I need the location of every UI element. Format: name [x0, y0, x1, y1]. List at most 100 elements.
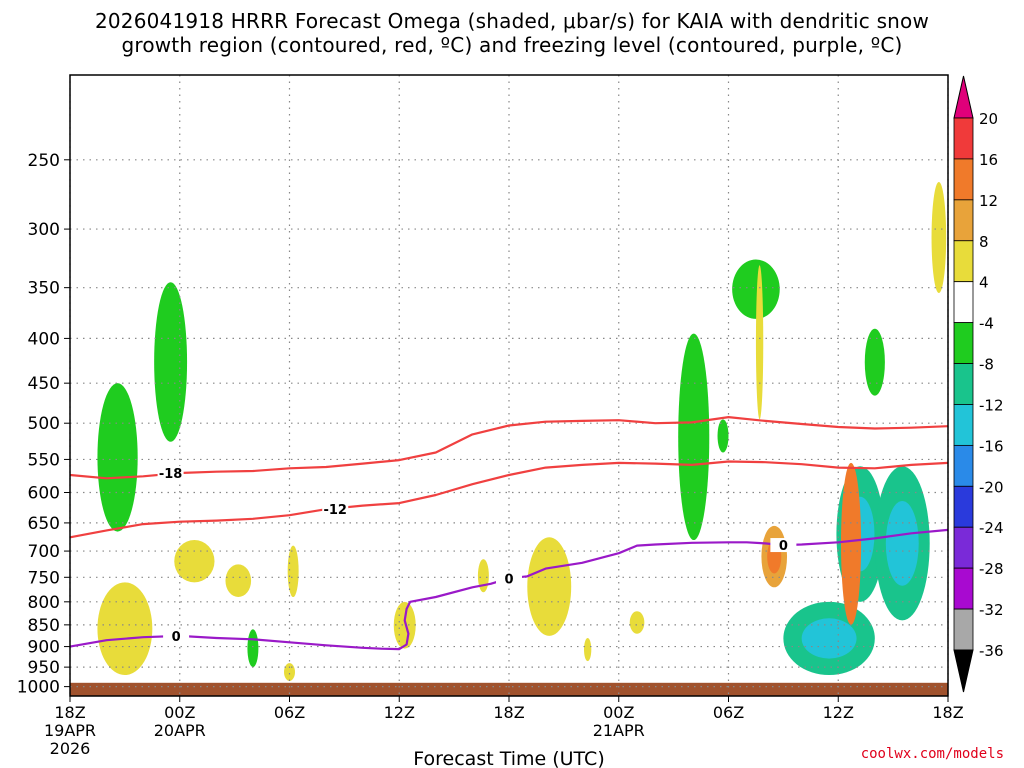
colorbar-bin	[953, 322, 974, 364]
terrain-band	[70, 682, 948, 696]
contour-label-bg	[163, 628, 190, 643]
omega-cell	[864, 328, 885, 396]
omega-cell	[393, 601, 416, 649]
colorbar-bin	[953, 444, 974, 487]
colorbar-bin	[953, 281, 974, 324]
chart-title-line-2: growth region (contoured, red, ºC) and f…	[121, 33, 903, 57]
colorbar-bin	[953, 485, 974, 528]
colorbar-top-extend	[953, 75, 974, 119]
omega-cell	[527, 537, 572, 636]
y-tick-label: 850	[28, 616, 60, 636]
omega-cell	[284, 663, 295, 681]
colorbar-label: 16	[979, 151, 998, 169]
contour-label-bg	[322, 502, 349, 517]
colorbar-label: -36	[979, 642, 1004, 660]
contour-label-bg	[770, 538, 797, 553]
colorbar-label: -8	[979, 356, 994, 374]
omega-cell-core	[801, 618, 857, 659]
omega-cell	[629, 611, 645, 634]
y-tick-label: 900	[28, 638, 60, 658]
y-tick-label: 1000	[17, 678, 60, 698]
colorbar-bin	[953, 363, 974, 405]
credit-text: coolwx.com/models	[860, 746, 1004, 762]
contour--18	[69, 416, 949, 480]
colorbar-label: -32	[979, 601, 1004, 619]
y-tick-label: 300	[28, 220, 60, 240]
y-tick-label: 950	[28, 658, 60, 678]
y-tick-label: 450	[28, 374, 60, 394]
omega-cell	[174, 540, 215, 583]
plot-background	[70, 75, 948, 696]
colorbar-bin	[953, 567, 974, 610]
contour--12	[69, 460, 949, 539]
x-tick-label: 12Z	[384, 703, 415, 722]
x-tick-sublabel: 20APR	[154, 721, 206, 740]
x-tick-label: 18Z	[932, 703, 963, 722]
omega-cell	[97, 383, 138, 532]
colorbar-label: 12	[979, 192, 998, 210]
chart-title-line-1: 2026041918 HRRR Forecast Omega (shaded, …	[94, 9, 930, 33]
colorbar-label: 8	[979, 233, 989, 251]
contour-label-bg	[496, 571, 522, 586]
colorbar-label: -12	[979, 396, 1004, 414]
x-tick-label: 06Z	[274, 703, 305, 722]
x-tick-label: 00Z	[164, 703, 195, 722]
omega-cell	[287, 545, 299, 598]
colorbar-bin	[953, 199, 974, 242]
omega-cell	[931, 181, 947, 294]
y-tick-label: 750	[28, 568, 60, 588]
y-tick-label: 800	[28, 593, 60, 613]
colorbar-label: -24	[979, 519, 1004, 537]
colorbar-bin	[953, 117, 974, 160]
x-tick-sublabel: 21APR	[593, 721, 645, 740]
colorbar-bin	[953, 404, 974, 446]
y-tick-label: 350	[28, 279, 60, 299]
colorbar-label: -16	[979, 437, 1004, 455]
x-tick-sublabel: 19APR	[44, 721, 96, 740]
colorbar-label: -20	[979, 478, 1004, 496]
x-tick-sublabel: 2026	[50, 739, 91, 758]
omega-shading	[97, 181, 947, 681]
omega-cell	[717, 419, 729, 453]
x-tick-label: 18Z	[493, 703, 524, 722]
y-tick-label: 250	[28, 151, 60, 171]
omega-cell	[583, 638, 592, 662]
y-tick-label: 400	[28, 329, 60, 349]
colorbar-label: 4	[979, 274, 989, 292]
contour-label: 0	[504, 572, 513, 587]
omega-cell	[247, 629, 259, 668]
y-tick-label: 550	[28, 450, 60, 470]
contour-label-bg	[157, 466, 184, 481]
omega-cell-core	[885, 500, 919, 586]
omega-cell	[678, 333, 710, 541]
omega-cell	[732, 259, 780, 319]
y-tick-label: 650	[28, 514, 60, 534]
colorbar-bottom-extend	[953, 649, 974, 693]
x-tick-label: 00Z	[603, 703, 634, 722]
y-tick-label: 600	[28, 483, 60, 503]
omega-cell-core	[845, 499, 857, 589]
omega-cell	[154, 282, 188, 442]
contour-label: 0	[779, 539, 788, 554]
colorbar-label: -28	[979, 560, 1004, 578]
contour-label: -18	[159, 467, 183, 482]
x-axis-title: Forecast Time (UTC)	[413, 748, 604, 768]
omega-cell	[755, 265, 764, 420]
colorbar-bin	[953, 608, 974, 651]
omega-cell	[225, 564, 252, 598]
omega-cell	[97, 582, 153, 676]
colorbar-bin	[953, 158, 974, 201]
contour-label: -12	[323, 503, 347, 518]
colorbar-bin	[953, 526, 974, 569]
colorbar-label: 20	[979, 110, 998, 128]
omega-cell	[477, 559, 489, 593]
y-tick-label: 700	[28, 542, 60, 562]
contour-0	[69, 528, 949, 651]
x-tick-label: 12Z	[823, 703, 854, 722]
x-tick-label: 18Z	[54, 703, 85, 722]
y-tick-label: 500	[28, 414, 60, 434]
contour-label: 0	[172, 630, 181, 645]
colorbar-bin	[953, 240, 974, 283]
x-tick-label: 06Z	[713, 703, 744, 722]
